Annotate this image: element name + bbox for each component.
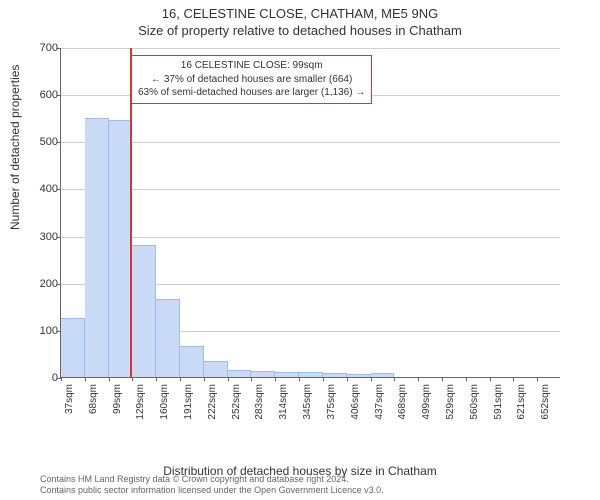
gridline — [61, 142, 560, 143]
xtick-label: 345sqm — [302, 384, 313, 428]
xtick-mark — [466, 377, 467, 381]
xtick-label: 499sqm — [421, 384, 432, 428]
xtick-mark — [109, 377, 110, 381]
page-title: 16, CELESTINE CLOSE, CHATHAM, ME5 9NG — [0, 6, 600, 21]
gridline — [61, 48, 560, 49]
xtick-mark — [323, 377, 324, 381]
histogram-bar — [180, 346, 204, 377]
ytick-label: 0 — [52, 372, 58, 384]
xtick-label: 437sqm — [374, 384, 385, 428]
histogram-bar — [323, 373, 347, 377]
xtick-label: 468sqm — [397, 384, 408, 428]
ytick-label: 400 — [40, 183, 58, 195]
ytick-label: 700 — [40, 42, 58, 54]
xtick-label: 591sqm — [493, 384, 504, 428]
xtick-mark — [132, 377, 133, 381]
histogram-bar — [299, 372, 323, 377]
xtick-mark — [228, 377, 229, 381]
histogram-bar — [275, 372, 299, 377]
xtick-label: 406sqm — [350, 384, 361, 428]
xtick-label: 68sqm — [88, 384, 99, 428]
ytick-label: 100 — [40, 325, 58, 337]
annotation-line2: ← 37% of detached houses are smaller (66… — [138, 73, 365, 87]
annotation-box: 16 CELESTINE CLOSE: 99sqm← 37% of detach… — [131, 55, 372, 104]
histogram-bar — [204, 361, 228, 378]
xtick-mark — [347, 377, 348, 381]
ytick-label: 600 — [40, 89, 58, 101]
xtick-label: 652sqm — [540, 384, 551, 428]
xtick-mark — [513, 377, 514, 381]
xtick-label: 375sqm — [326, 384, 337, 428]
gridline — [61, 237, 560, 238]
xtick-mark — [442, 377, 443, 381]
xtick-mark — [85, 377, 86, 381]
xtick-mark — [371, 377, 372, 381]
ytick-label: 500 — [40, 136, 58, 148]
histogram-chart: 16 CELESTINE CLOSE: 99sqm← 37% of detach… — [60, 48, 560, 418]
xtick-label: 129sqm — [135, 384, 146, 428]
xtick-label: 37sqm — [64, 384, 75, 428]
histogram-bar — [347, 374, 371, 377]
footer-attribution: Contains HM Land Registry data © Crown c… — [40, 474, 384, 497]
xtick-mark — [180, 377, 181, 381]
xtick-label: 191sqm — [183, 384, 194, 428]
histogram-bar — [85, 118, 109, 377]
xtick-label: 529sqm — [445, 384, 456, 428]
annotation-line1: 16 CELESTINE CLOSE: 99sqm — [138, 59, 365, 73]
xtick-mark — [251, 377, 252, 381]
xtick-mark — [275, 377, 276, 381]
histogram-bar — [251, 371, 275, 377]
xtick-label: 99sqm — [112, 384, 123, 428]
histogram-bar — [61, 318, 85, 377]
xtick-mark — [418, 377, 419, 381]
xtick-mark — [299, 377, 300, 381]
annotation-line3: 63% of semi-detached houses are larger (… — [138, 86, 365, 100]
histogram-bar — [228, 370, 252, 377]
footer-line-2: Contains public sector information licen… — [40, 485, 384, 496]
ytick-label: 300 — [40, 231, 58, 243]
xtick-label: 222sqm — [207, 384, 218, 428]
ytick-label: 200 — [40, 278, 58, 290]
xtick-mark — [394, 377, 395, 381]
xtick-label: 621sqm — [516, 384, 527, 428]
xtick-label: 160sqm — [159, 384, 170, 428]
xtick-label: 283sqm — [254, 384, 265, 428]
xtick-mark — [204, 377, 205, 381]
xtick-mark — [490, 377, 491, 381]
xtick-mark — [61, 377, 62, 381]
plot-area: 16 CELESTINE CLOSE: 99sqm← 37% of detach… — [60, 48, 560, 378]
xtick-label: 314sqm — [278, 384, 289, 428]
xtick-mark — [156, 377, 157, 381]
xtick-label: 560sqm — [469, 384, 480, 428]
page-subtitle: Size of property relative to detached ho… — [0, 23, 600, 38]
histogram-bar — [371, 373, 395, 377]
xtick-mark — [537, 377, 538, 381]
histogram-bar — [109, 120, 133, 377]
y-axis-label: Number of detached properties — [8, 65, 22, 230]
histogram-bar — [132, 245, 156, 377]
xtick-label: 252sqm — [231, 384, 242, 428]
histogram-bar — [156, 299, 180, 377]
footer-line-1: Contains HM Land Registry data © Crown c… — [40, 474, 384, 485]
gridline — [61, 189, 560, 190]
